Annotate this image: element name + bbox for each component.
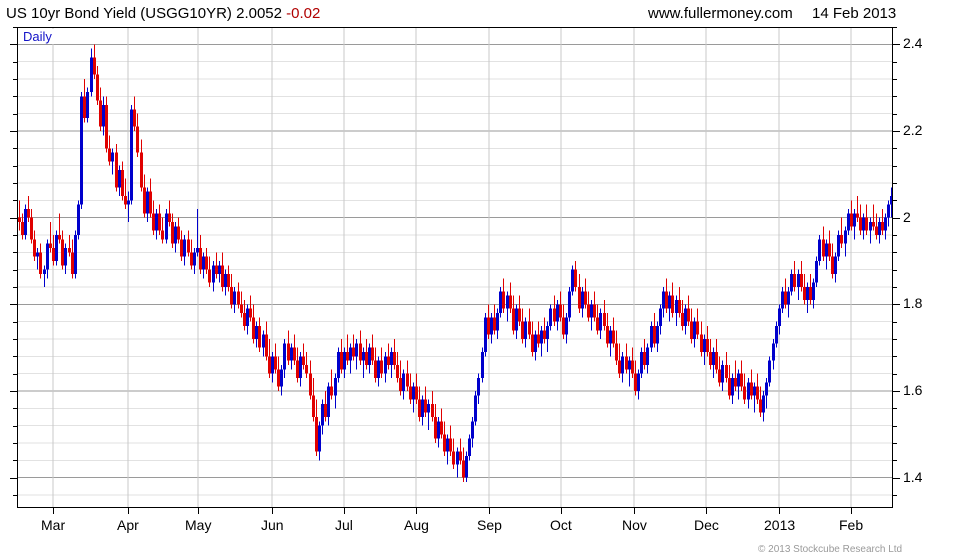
y-axis-tick bbox=[893, 131, 900, 132]
y-axis-tick bbox=[13, 166, 17, 167]
y-axis-tick bbox=[13, 252, 17, 253]
y-axis-tick bbox=[13, 79, 17, 80]
y-axis-tick bbox=[893, 304, 900, 305]
y-axis-tick bbox=[13, 408, 17, 409]
x-axis-tick-label: 2013 bbox=[764, 517, 796, 533]
x-axis-tick-label: Dec bbox=[694, 517, 719, 533]
y-axis-tick bbox=[13, 322, 17, 323]
chart-title-text: US 10yr Bond Yield (USGG10YR) 2.0052 bbox=[6, 5, 282, 22]
website-label: www.fullermoney.com bbox=[648, 5, 793, 22]
y-axis-tick bbox=[10, 44, 17, 45]
copyright-notice: © 2013 Stockcube Research Ltd bbox=[758, 544, 903, 555]
x-axis-tick-label: Oct bbox=[550, 517, 572, 533]
y-axis-tick-label: 2 bbox=[903, 208, 911, 225]
interval-legend: Daily bbox=[21, 29, 54, 44]
y-axis-tick bbox=[13, 62, 17, 63]
y-axis-tick bbox=[13, 339, 17, 340]
plot-area bbox=[17, 27, 893, 508]
y-axis-tick bbox=[893, 270, 897, 271]
x-axis-tick-label: Jul bbox=[335, 517, 353, 533]
y-axis-tick bbox=[893, 426, 897, 427]
y-axis-tick bbox=[893, 79, 897, 80]
x-axis-tick-label: Nov bbox=[622, 517, 647, 533]
y-axis-tick-label: 1.6 bbox=[903, 382, 923, 398]
y-axis-tick-label: 1.8 bbox=[903, 295, 923, 312]
x-axis-tick-label: Apr bbox=[117, 517, 139, 533]
y-axis-tick bbox=[10, 391, 17, 392]
y-axis-tick bbox=[13, 287, 17, 288]
y-axis-tick bbox=[13, 27, 17, 28]
y-axis-tick bbox=[893, 166, 897, 167]
y-axis-tick bbox=[10, 304, 17, 305]
y-axis-tick bbox=[13, 460, 17, 461]
y-axis-tick bbox=[893, 478, 900, 479]
y-axis-tick bbox=[893, 96, 897, 97]
x-axis-tick-label: Sep bbox=[477, 517, 502, 533]
as-of-date: 14 Feb 2013 bbox=[812, 5, 897, 22]
y-axis-tick bbox=[893, 200, 897, 201]
y-axis-tick bbox=[13, 374, 17, 375]
y-axis-tick bbox=[13, 200, 17, 201]
y-axis-tick bbox=[10, 218, 17, 219]
chart-title: US 10yr Bond Yield (USGG10YR) 2.0052 -0.… bbox=[6, 4, 320, 24]
y-axis-tick bbox=[13, 96, 17, 97]
y-axis-tick bbox=[893, 391, 900, 392]
x-axis-tick bbox=[272, 508, 273, 514]
y-axis-tick bbox=[893, 183, 897, 184]
y-axis-tick bbox=[893, 443, 897, 444]
y-axis-tick bbox=[893, 148, 897, 149]
x-axis-tick-label: May bbox=[185, 517, 212, 533]
y-axis-tick-label: 2.4 bbox=[903, 35, 923, 52]
x-axis-tick-label: Aug bbox=[404, 517, 429, 533]
y-axis-tick bbox=[893, 356, 897, 357]
y-axis-tick bbox=[13, 426, 17, 427]
y-axis-tick bbox=[13, 270, 17, 271]
x-axis-tick bbox=[416, 508, 417, 514]
y-axis-tick bbox=[893, 252, 897, 253]
y-axis-tick bbox=[893, 44, 900, 45]
x-axis-tick-label: Mar bbox=[41, 517, 66, 533]
y-axis-tick bbox=[893, 114, 897, 115]
y-axis-tick bbox=[893, 322, 897, 323]
candlestick-canvas bbox=[17, 27, 893, 508]
x-axis-tick bbox=[198, 508, 199, 514]
y-axis-tick bbox=[893, 408, 897, 409]
x-axis-tick bbox=[53, 508, 54, 514]
y-axis-tick bbox=[893, 287, 897, 288]
price-change: -0.02 bbox=[286, 5, 321, 22]
y-axis-tick bbox=[893, 339, 897, 340]
y-axis-tick-label: 1.4 bbox=[903, 468, 923, 485]
y-axis-tick bbox=[13, 495, 17, 496]
y-axis-tick-label: 2.2 bbox=[903, 122, 923, 138]
y-axis-tick bbox=[893, 27, 897, 28]
y-axis-tick bbox=[893, 374, 897, 375]
x-axis-tick-label: Jun bbox=[261, 517, 284, 533]
x-axis-tick bbox=[634, 508, 635, 514]
x-axis-tick bbox=[128, 508, 129, 514]
y-axis-tick bbox=[13, 235, 17, 236]
y-axis-tick bbox=[13, 443, 17, 444]
y-axis-tick bbox=[13, 148, 17, 149]
y-axis-tick bbox=[10, 478, 17, 479]
x-axis-tick bbox=[851, 508, 852, 514]
y-axis-tick bbox=[13, 183, 17, 184]
y-axis-tick bbox=[10, 131, 17, 132]
y-axis-tick bbox=[13, 356, 17, 357]
y-axis-tick bbox=[893, 460, 897, 461]
y-axis-tick bbox=[893, 235, 897, 236]
x-axis-tick bbox=[706, 508, 707, 514]
x-axis-tick bbox=[344, 508, 345, 514]
x-axis-tick bbox=[561, 508, 562, 514]
y-axis-tick bbox=[13, 114, 17, 115]
x-axis-tick bbox=[489, 508, 490, 514]
y-axis-tick bbox=[893, 495, 897, 496]
y-axis-tick bbox=[893, 218, 900, 219]
x-axis-tick bbox=[779, 508, 780, 514]
x-axis-tick-label: Feb bbox=[839, 517, 864, 533]
y-axis-tick bbox=[893, 62, 897, 63]
